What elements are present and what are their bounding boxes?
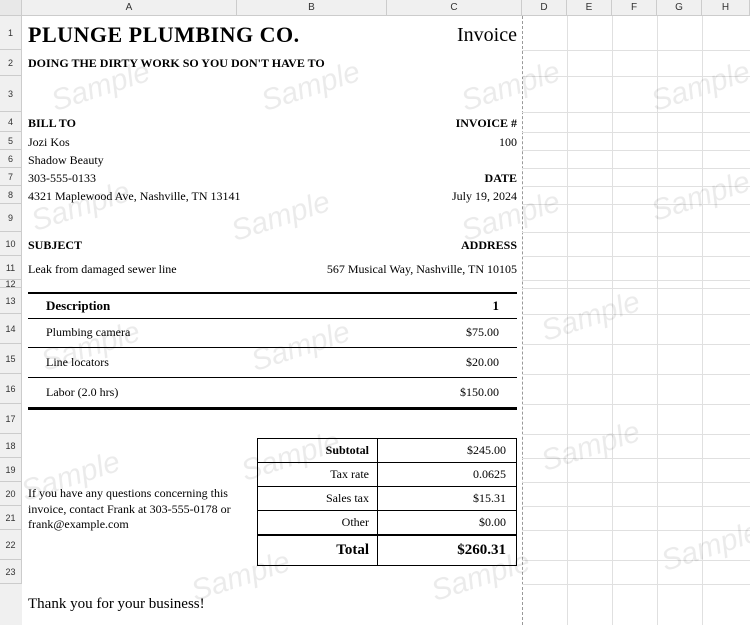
taxrate-value: 0.0625 [378, 467, 516, 482]
item-desc: Labor (2.0 hrs) [36, 385, 118, 400]
column-header[interactable]: D [522, 0, 567, 16]
row-header[interactable]: 8 [0, 186, 22, 204]
row-header[interactable]: 6 [0, 150, 22, 168]
taxrate-label: Tax rate [258, 463, 378, 486]
row-header[interactable]: 4 [0, 112, 22, 132]
column-header[interactable]: G [657, 0, 702, 16]
row-header[interactable]: 22 [0, 530, 22, 560]
row-headers: 1234567891011121314151617181920212223 [0, 16, 22, 625]
company-name: PLUNGE PLUMBING CO. [28, 22, 300, 48]
other-value: $0.00 [378, 515, 516, 530]
item-amount: $150.00 [460, 385, 509, 400]
spreadsheet: ABCDEFGH 1234567891011121314151617181920… [0, 0, 750, 625]
row-header[interactable]: 19 [0, 458, 22, 482]
row-header[interactable]: 13 [0, 288, 22, 314]
total-label: Total [258, 536, 378, 565]
salestax-value: $15.31 [378, 491, 516, 506]
salestax-label: Sales tax [258, 487, 378, 510]
row-header[interactable]: 21 [0, 506, 22, 530]
service-address: 567 Musical Way, Nashville, TN 10105 [282, 262, 517, 277]
invoice-number: 100 [387, 135, 517, 150]
address-heading: ADDRESS [387, 238, 517, 253]
row-header[interactable]: 14 [0, 314, 22, 344]
subject-value: Leak from damaged sewer line [28, 262, 177, 277]
invoice-number-label: INVOICE # [387, 116, 517, 131]
row-header[interactable]: 16 [0, 374, 22, 404]
item-row: Plumbing camera $75.00 [28, 318, 517, 348]
billto-address: 4321 Maplewood Ave, Nashville, TN 13141 [28, 189, 241, 204]
row-header[interactable]: 2 [0, 50, 22, 76]
row-header[interactable]: 15 [0, 344, 22, 374]
row-header[interactable]: 20 [0, 482, 22, 506]
items-header-row: Description 1 [28, 292, 517, 319]
row-header[interactable]: 18 [0, 434, 22, 458]
totals-box: Subtotal $245.00 Tax rate 0.0625 Sales t… [257, 438, 517, 566]
items-header-amount: 1 [493, 298, 510, 314]
row-header[interactable]: 5 [0, 132, 22, 150]
item-amount: $75.00 [466, 325, 509, 340]
bill-to-heading: BILL TO [28, 116, 76, 131]
billto-name: Jozi Kos [28, 135, 70, 150]
items-bottom-rule [28, 408, 517, 410]
row-header[interactable]: 12 [0, 280, 22, 288]
item-amount: $20.00 [466, 355, 509, 370]
other-label: Other [258, 511, 378, 534]
item-row: Labor (2.0 hrs) $150.00 [28, 378, 517, 408]
taxrate-row: Tax rate 0.0625 [258, 463, 516, 487]
sheet-content[interactable]: PLUNGE PLUMBING CO. Invoice DOING THE DI… [22, 16, 750, 625]
document-type: Invoice [387, 24, 517, 47]
item-desc: Plumbing camera [36, 325, 130, 340]
column-header[interactable]: E [567, 0, 612, 16]
total-value: $260.31 [378, 542, 516, 559]
item-row: Line locators $20.00 [28, 348, 517, 378]
row-header[interactable]: 23 [0, 560, 22, 584]
thank-you: Thank you for your business! [28, 596, 205, 613]
row-header[interactable]: 3 [0, 76, 22, 112]
subtotal-label: Subtotal [258, 439, 378, 462]
row-header[interactable]: 7 [0, 168, 22, 186]
invoice-date: July 19, 2024 [387, 189, 517, 204]
column-header[interactable]: H [702, 0, 750, 16]
contact-note: If you have any questions concerning thi… [28, 486, 238, 533]
select-all-corner[interactable] [0, 0, 22, 16]
salestax-row: Sales tax $15.31 [258, 487, 516, 511]
column-header[interactable]: B [237, 0, 387, 16]
row-header[interactable]: 1 [0, 16, 22, 50]
column-headers: ABCDEFGH [0, 0, 750, 16]
empty-grid [522, 16, 750, 625]
item-desc: Line locators [36, 355, 109, 370]
billto-phone: 303-555-0133 [28, 171, 96, 186]
column-header[interactable]: C [387, 0, 522, 16]
subtotal-value: $245.00 [378, 443, 516, 458]
date-label: DATE [387, 171, 517, 186]
row-header[interactable]: 9 [0, 204, 22, 232]
subject-heading: SUBJECT [28, 238, 82, 253]
row-header[interactable]: 11 [0, 256, 22, 280]
column-header[interactable]: A [22, 0, 237, 16]
row-header[interactable]: 10 [0, 232, 22, 256]
billto-company: Shadow Beauty [28, 153, 104, 168]
other-row: Other $0.00 [258, 511, 516, 535]
company-tagline: DOING THE DIRTY WORK SO YOU DON'T HAVE T… [28, 56, 325, 71]
items-header-desc: Description [36, 298, 110, 314]
column-header[interactable]: F [612, 0, 657, 16]
total-row: Total $260.31 [258, 535, 516, 565]
row-header[interactable]: 17 [0, 404, 22, 434]
subtotal-row: Subtotal $245.00 [258, 439, 516, 463]
